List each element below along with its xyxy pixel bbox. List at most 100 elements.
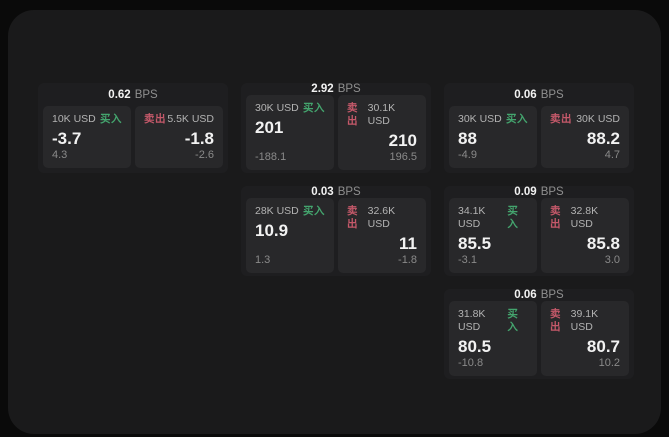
sell-label-row: 卖出 32.6K USD bbox=[347, 205, 417, 231]
quote-card: 0.06 BPS 31.8K USD 买入 80.5 -10.8 卖出 39.1… bbox=[444, 289, 634, 379]
buy-label-row: 10K USD 买入 bbox=[52, 113, 122, 126]
bps-header: 2.92 BPS bbox=[241, 83, 431, 95]
sell-label-row: 卖出 32.8K USD bbox=[550, 205, 620, 231]
bps-header: 0.62 BPS bbox=[38, 83, 228, 106]
sell-quote-panel[interactable]: 卖出 30.1K USD 210 196.5 bbox=[338, 95, 426, 170]
sell-side-label: 卖出 bbox=[550, 205, 561, 230]
quote-card: 0.09 BPS 34.1K USD 买入 85.5 -3.1 卖出 32.8K… bbox=[444, 186, 634, 276]
quote-card-body: 30K USD 买入 88 -4.9 卖出 30K USD 88.2 4.7 bbox=[444, 106, 634, 173]
buy-amount-label: 34.1K USD bbox=[458, 205, 486, 230]
buy-label-row: 30K USD 买入 bbox=[255, 102, 325, 115]
buy-quote-panel[interactable]: 31.8K USD 买入 80.5 -10.8 bbox=[449, 301, 537, 376]
bps-value: 2.92 bbox=[311, 83, 334, 95]
buy-amount-label: 10K USD bbox=[52, 113, 96, 125]
sell-amount-label: 39.1K USD bbox=[570, 308, 599, 333]
buy-side-label: 买入 bbox=[100, 113, 122, 125]
bps-unit: BPS bbox=[540, 88, 564, 101]
buy-change: 1.3 bbox=[255, 254, 271, 266]
sell-side-label: 卖出 bbox=[550, 113, 572, 125]
buy-amount-label: 30K USD bbox=[255, 102, 299, 114]
quote-card: 0.62 BPS 10K USD 买入 -3.7 4.3 卖出 5.5K USD… bbox=[38, 83, 228, 173]
quote-card-body: 31.8K USD 买入 80.5 -10.8 卖出 39.1K USD 80.… bbox=[444, 301, 634, 381]
sell-change: 10.2 bbox=[598, 357, 620, 369]
buy-change: -188.1 bbox=[255, 151, 287, 163]
buy-price: 80.5 bbox=[458, 337, 492, 356]
sell-price: -1.8 bbox=[184, 129, 214, 148]
buy-side-label: 买入 bbox=[507, 205, 519, 230]
buy-side-label: 买入 bbox=[303, 102, 325, 114]
buy-label-row: 30K USD 买入 bbox=[458, 113, 528, 126]
quote-card-body: 34.1K USD 买入 85.5 -3.1 卖出 32.8K USD 85.8… bbox=[444, 198, 634, 278]
buy-label-row: 28K USD 买入 bbox=[255, 205, 325, 218]
bps-unit: BPS bbox=[540, 289, 564, 301]
sell-label-row: 卖出 39.1K USD bbox=[550, 308, 620, 334]
sell-price: 85.8 bbox=[586, 234, 620, 253]
sell-change: 3.0 bbox=[604, 254, 620, 266]
bps-unit: BPS bbox=[337, 83, 361, 95]
sell-side-label: 卖出 bbox=[550, 308, 561, 333]
sell-amount-label: 5.5K USD bbox=[167, 113, 214, 125]
bps-value: 0.06 bbox=[514, 289, 537, 301]
buy-quote-panel[interactable]: 30K USD 买入 201 -188.1 bbox=[246, 95, 334, 170]
sell-change: 196.5 bbox=[389, 151, 417, 163]
sell-side-label: 卖出 bbox=[347, 205, 358, 230]
buy-quote-panel[interactable]: 10K USD 买入 -3.7 4.3 bbox=[43, 106, 131, 168]
buy-side-label: 买入 bbox=[303, 205, 325, 217]
bps-value: 0.62 bbox=[108, 88, 131, 101]
bps-header: 0.06 BPS bbox=[444, 289, 634, 301]
quote-card: 2.92 BPS 30K USD 买入 201 -188.1 卖出 30.1K … bbox=[241, 83, 431, 173]
sell-quote-panel[interactable]: 卖出 39.1K USD 80.7 10.2 bbox=[541, 301, 629, 376]
sell-quote-panel[interactable]: 卖出 32.6K USD 11 -1.8 bbox=[338, 198, 426, 273]
buy-price: -3.7 bbox=[52, 129, 82, 148]
sell-label-row: 卖出 30K USD bbox=[550, 113, 620, 126]
sell-price: 88.2 bbox=[586, 129, 620, 148]
sell-label-row: 卖出 30.1K USD bbox=[347, 102, 417, 128]
buy-side-label: 买入 bbox=[506, 113, 528, 125]
quote-card: 0.06 BPS 30K USD 买入 88 -4.9 卖出 30K USD 8… bbox=[444, 83, 634, 173]
sell-change: 4.7 bbox=[604, 149, 620, 161]
sell-amount-label: 30.1K USD bbox=[367, 102, 396, 127]
quotes-panel: 0.62 BPS 10K USD 买入 -3.7 4.3 卖出 5.5K USD… bbox=[8, 10, 661, 434]
buy-label-row: 31.8K USD 买入 bbox=[458, 308, 528, 334]
sell-amount-label: 30K USD bbox=[576, 113, 620, 125]
buy-quote-panel[interactable]: 28K USD 买入 10.9 1.3 bbox=[246, 198, 334, 273]
bps-value: 0.06 bbox=[514, 88, 537, 101]
sell-side-label: 卖出 bbox=[347, 102, 358, 127]
bps-unit: BPS bbox=[337, 186, 361, 198]
buy-change: -3.1 bbox=[458, 254, 477, 266]
bps-value: 0.03 bbox=[311, 186, 334, 198]
buy-amount-label: 30K USD bbox=[458, 113, 502, 125]
sell-change: -2.6 bbox=[195, 149, 214, 161]
bps-unit: BPS bbox=[540, 186, 564, 198]
buy-price: 88 bbox=[458, 129, 477, 148]
buy-change: 4.3 bbox=[52, 149, 68, 161]
buy-side-label: 买入 bbox=[507, 308, 519, 333]
quote-card: 0.03 BPS 28K USD 买入 10.9 1.3 卖出 32.6K US… bbox=[241, 186, 431, 276]
sell-change: -1.8 bbox=[398, 254, 417, 266]
buy-change: -10.8 bbox=[458, 357, 484, 369]
sell-price: 11 bbox=[399, 234, 417, 253]
buy-quote-panel[interactable]: 30K USD 买入 88 -4.9 bbox=[449, 106, 537, 168]
quote-card-body: 30K USD 买入 201 -188.1 卖出 30.1K USD 210 1… bbox=[241, 95, 431, 175]
buy-price: 201 bbox=[255, 118, 284, 137]
bps-header: 0.09 BPS bbox=[444, 186, 634, 198]
sell-side-label: 卖出 bbox=[144, 113, 166, 125]
buy-change: -4.9 bbox=[458, 149, 477, 161]
sell-quote-panel[interactable]: 卖出 5.5K USD -1.8 -2.6 bbox=[135, 106, 223, 168]
sell-amount-label: 32.8K USD bbox=[570, 205, 599, 230]
quote-card-body: 10K USD 买入 -3.7 4.3 卖出 5.5K USD -1.8 -2.… bbox=[38, 106, 228, 173]
sell-price: 210 bbox=[388, 131, 417, 150]
buy-amount-label: 31.8K USD bbox=[458, 308, 486, 333]
quotes-grid: 0.62 BPS 10K USD 买入 -3.7 4.3 卖出 5.5K USD… bbox=[38, 83, 634, 379]
buy-price: 85.5 bbox=[458, 234, 492, 253]
bps-unit: BPS bbox=[134, 88, 158, 101]
sell-quote-panel[interactable]: 卖出 32.8K USD 85.8 3.0 bbox=[541, 198, 629, 273]
buy-label-row: 34.1K USD 买入 bbox=[458, 205, 528, 231]
sell-amount-label: 32.6K USD bbox=[367, 205, 396, 230]
sell-price: 80.7 bbox=[586, 337, 620, 356]
sell-label-row: 卖出 5.5K USD bbox=[144, 113, 214, 126]
bps-header: 0.06 BPS bbox=[444, 83, 634, 106]
buy-quote-panel[interactable]: 34.1K USD 买入 85.5 -3.1 bbox=[449, 198, 537, 273]
bps-header: 0.03 BPS bbox=[241, 186, 431, 198]
sell-quote-panel[interactable]: 卖出 30K USD 88.2 4.7 bbox=[541, 106, 629, 168]
